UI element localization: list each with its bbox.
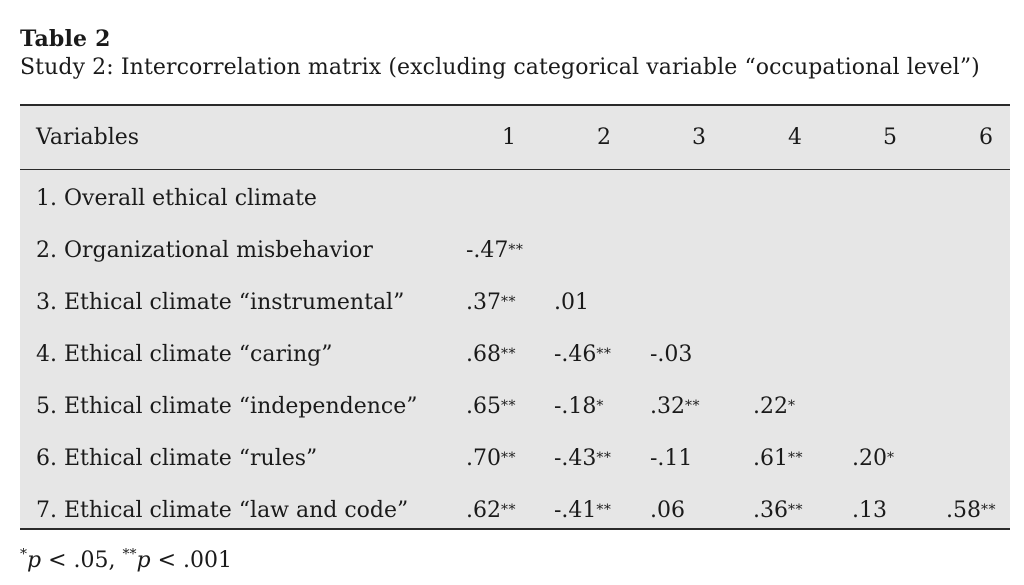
correlation-value: .01 [554,289,589,315]
table-row: 3. Ethical climate “instrumental” .37 ** .0… [20,276,1010,328]
correlation-value: .61 [753,445,788,471]
header-col-1: 1 [502,125,516,150]
correlation-cell: .37 ** [466,289,516,315]
correlation-value: .13 [852,497,887,523]
correlation-value: .22 [753,393,788,419]
correlation-value: .68 [466,341,501,367]
row-label: 3. Ethical climate “instrumental” [36,289,405,315]
table-row: 1. Overall ethical climate [20,172,1010,224]
correlation-value: .32 [650,393,685,419]
table-subtitle: Study 2: Intercorrelation matrix (exclud… [20,55,980,80]
header-col-6: 6 [979,125,993,150]
footnote-text-1: < .05, [41,548,123,573]
correlation-cell: .61 ** [753,445,803,471]
footnote-p-2: p [136,548,151,573]
row-label: 7. Ethical climate “law and code” [36,497,409,523]
row-label: 4. Ethical climate “caring” [36,341,333,367]
correlation-cell: .58 ** [946,497,996,523]
correlation-cell: .01 [554,276,589,328]
row-label: 2. Organizational misbehavior [36,237,373,263]
correlation-value: .70 [466,445,501,471]
correlation-value: .58 [946,497,981,523]
correlation-cell: .65 ** [466,393,516,419]
table-row: 5. Ethical climate “independence” .65 ** -.… [20,380,1010,432]
footnote-mark-1: * [20,546,27,563]
correlation-cell: -.47 ** [466,237,524,263]
table-row: 4. Ethical climate “caring” .68 ** -.46 ** -.… [20,328,1010,380]
table-row: 6. Ethical climate “rules” .70 ** -.43 ** -.1… [20,432,1010,484]
header-variables: Variables [36,125,140,150]
header-col-5: 5 [883,125,897,150]
correlation-cell: .68 ** [466,341,516,367]
correlation-cell: -.11 [650,432,692,484]
correlation-cell: .70 ** [466,445,516,471]
footnote-text-2: < .001 [150,548,232,573]
correlation-cell: -.18 * [554,393,604,419]
correlation-value: .65 [466,393,501,419]
footnote-mark-2: ** [122,546,137,563]
correlation-cell: .13 [852,484,887,536]
correlation-cell: -.43 ** [554,445,612,471]
correlation-value: .37 [466,289,501,315]
correlation-cell: .22 * [753,393,796,419]
row-label: 1. Overall ethical climate [36,185,317,211]
footnote-p-1: p [27,548,42,573]
correlation-table: Variables 1 2 3 4 5 6 1. Overall ethical… [20,104,1010,530]
correlation-cell: -.46 ** [554,341,612,367]
correlation-value: -.47 [466,237,509,263]
correlation-value: .62 [466,497,501,523]
correlation-value: -.41 [554,497,597,523]
correlation-cell: .06 [650,484,685,536]
correlation-value: -.03 [650,341,693,367]
correlation-cell: .32 ** [650,393,700,419]
correlation-value: -.43 [554,445,597,471]
correlation-value: .06 [650,497,685,523]
correlation-cell: -.41 ** [554,497,612,523]
header-col-4: 4 [788,125,802,150]
correlation-value: -.46 [554,341,597,367]
header-col-2: 2 [597,125,611,150]
table-row: 7. Ethical climate “law and code” .62 ** -.… [20,484,1010,536]
correlation-cell: -.03 [650,328,692,380]
correlation-cell: .62 ** [466,497,516,523]
correlation-cell: .36 ** [753,497,803,523]
correlation-value: -.18 [554,393,597,419]
table-caption: Table 2 Study 2: Intercorrelation matrix… [20,24,1010,82]
correlation-cell: .20 * [852,445,895,471]
header-col-3: 3 [692,125,706,150]
significance-footnote: *p < .05, **p < .001 [20,548,232,573]
row-label: 6. Ethical climate “rules” [36,445,318,471]
correlation-value: -.11 [650,445,693,471]
table-title: Table 2 [20,26,111,52]
row-label: 5. Ethical climate “independence” [36,393,418,419]
correlation-value: .36 [753,497,788,523]
correlation-value: .20 [852,445,887,471]
table-row: 2. Organizational misbehavior -.47 ** [20,224,1010,276]
table-header-row: Variables 1 2 3 4 5 6 [20,106,1010,170]
